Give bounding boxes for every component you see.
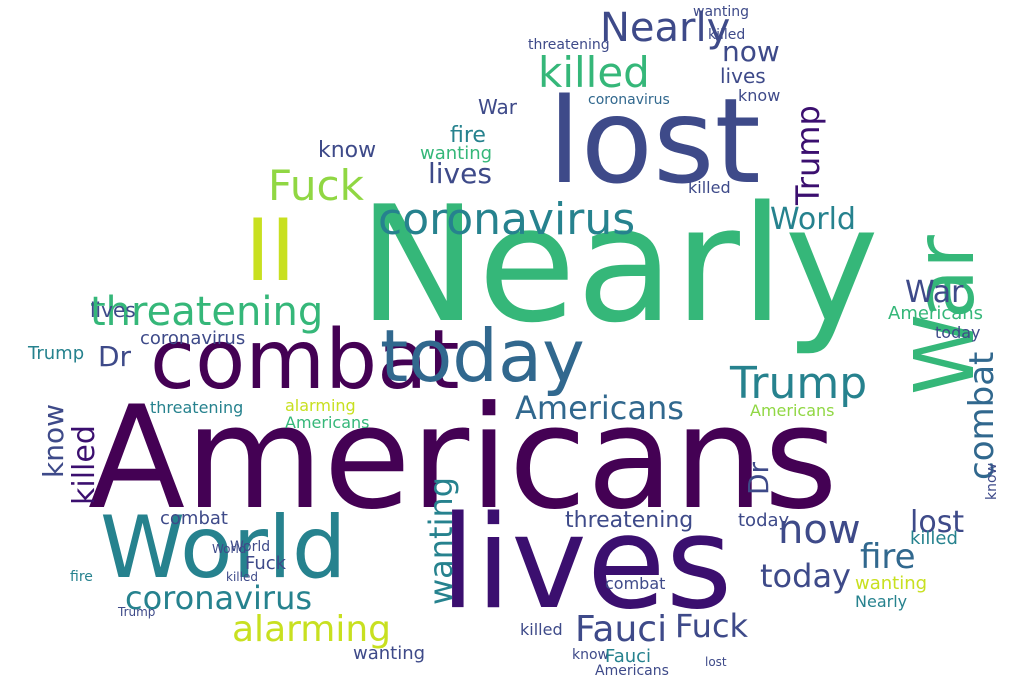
word-lost-right: lost <box>910 505 965 540</box>
word-lives: lives <box>440 489 733 638</box>
word-nearly-right: Nearly <box>855 592 908 611</box>
word-trump-right: Trump <box>789 105 827 205</box>
word-today: today <box>380 314 585 398</box>
word-killed-top: killed <box>708 27 746 43</box>
word-war-mid: War <box>478 95 517 119</box>
word-combat-bottom: combat <box>605 574 666 593</box>
word-world: World <box>100 498 347 598</box>
word-today-bottom: today <box>738 510 790 531</box>
word-threatening-lower: threatening <box>565 508 694 533</box>
word-know-right: know <box>984 463 1000 500</box>
word-americans-right-2: Americans <box>888 303 984 324</box>
word-dr-vertical: Dr <box>742 461 775 495</box>
word-coronavirus-top: coronavirus <box>588 92 670 108</box>
word-dr-left: Dr <box>98 340 132 373</box>
word-killed-bottom: killed <box>520 620 563 639</box>
word-wanting-top: wanting <box>693 4 750 20</box>
word-americans-lower-left: Americans <box>285 413 370 432</box>
word-combat-left: combat <box>160 508 228 529</box>
word-fire: fire <box>860 537 916 577</box>
word-threatening: threatening <box>90 289 324 335</box>
word-war-right: War <box>905 275 964 310</box>
word-know-mid: know <box>318 138 377 163</box>
word-americans-right: Americans <box>750 401 835 420</box>
word-fire-left: fire <box>70 569 93 585</box>
word-fire-mid: fire <box>450 123 486 148</box>
word-now: now <box>778 507 861 553</box>
word-today-right-small: today <box>935 323 981 342</box>
word-americans-bottom: Americans <box>595 663 669 679</box>
word-wanting-mid: wanting <box>420 143 493 164</box>
word-now-top: now <box>722 35 780 68</box>
word-killed-center: killed <box>688 178 731 197</box>
word-threatening-mid: threatening <box>150 398 244 417</box>
word-coronavirus-left: coronavirus <box>140 328 246 349</box>
word-fuck-bottom: Fuck <box>675 607 749 645</box>
word-americans-mid: Americans <box>515 389 684 427</box>
word-fauci-mid: Fauci <box>605 646 652 667</box>
word-wanting-right: wanting <box>855 573 928 594</box>
word-lives-vertical: lives <box>90 298 136 322</box>
word-coronavirus: coronavirus <box>378 194 636 245</box>
word-fuck: Fuck <box>268 161 364 210</box>
word-trump: Trump <box>730 358 868 409</box>
word-lives-mid: lives <box>720 64 766 88</box>
word-lives-top: lives <box>428 157 492 190</box>
word-alarming: alarming <box>232 609 392 650</box>
word-know-top: know <box>738 86 781 105</box>
word-nearly-top: Nearly <box>600 5 731 51</box>
word-trump-bottom-left: Trump <box>118 605 156 619</box>
word-world-left: World <box>230 539 271 555</box>
word-americans: Americans <box>88 376 838 541</box>
word-killed-vertical: killed <box>67 425 102 505</box>
word-today-right: today <box>760 557 851 595</box>
word-lost: lost <box>548 72 761 210</box>
word-combat-right: combat <box>962 351 1002 480</box>
word-wanting-vertical: wanting <box>422 476 460 605</box>
word-know-bottom: know <box>572 647 609 663</box>
word-killed-right: killed <box>910 528 958 549</box>
word-threatening-top: threatening <box>528 37 610 53</box>
word-killed: killed <box>538 48 650 97</box>
word-combat: combat <box>150 313 460 408</box>
word-trump-left: Trump <box>28 343 85 364</box>
word-killed-bottom-left: killed <box>226 570 258 584</box>
word-nearly: Nearly <box>358 171 880 358</box>
word-ii: II <box>245 201 296 301</box>
word-fauci-bottom: Fauci <box>575 609 668 650</box>
word-wanting-bottom: wanting <box>353 643 426 664</box>
word-world-left-2: World <box>212 542 247 556</box>
word-world-right: World <box>770 202 856 237</box>
word-coronavirus-bottom: coronavirus <box>125 579 313 617</box>
word-know-vertical: know <box>37 404 70 478</box>
word-alarming-mid: alarming <box>285 396 356 415</box>
word-lost-bottom: lost <box>705 655 727 669</box>
word-fuck-left: Fuck <box>245 553 287 574</box>
